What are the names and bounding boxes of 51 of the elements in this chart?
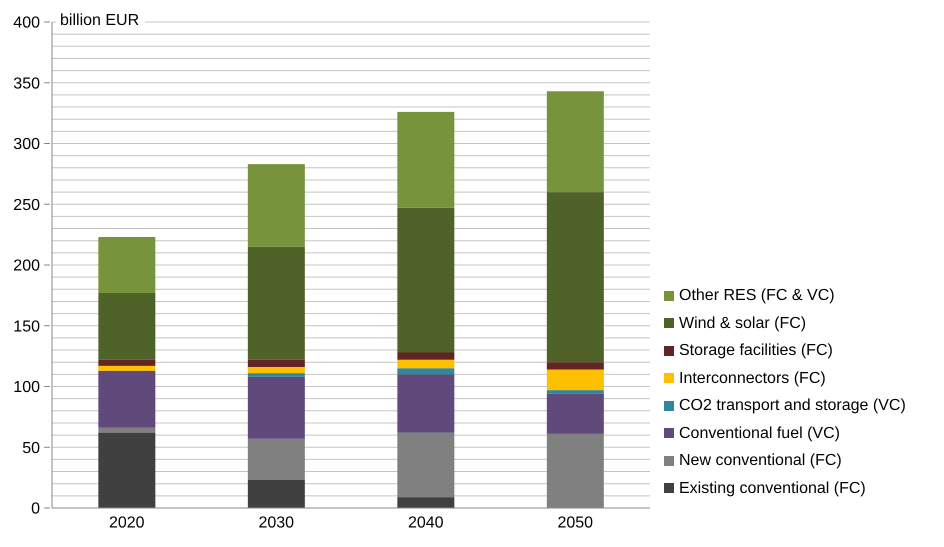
legend-label: Conventional fuel (VC)	[679, 424, 840, 444]
bar	[248, 438, 305, 480]
bar	[98, 360, 156, 366]
bar	[248, 373, 305, 377]
y-tick-label: 350	[13, 75, 40, 92]
x-tick-label: 2040	[408, 514, 444, 532]
bar	[98, 370, 156, 428]
y-tick-label: 400	[13, 14, 40, 32]
x-tick-label: 2020	[108, 514, 145, 532]
y-tick-label: 250	[13, 196, 40, 214]
bar	[397, 352, 454, 360]
bar	[546, 390, 604, 394]
bar	[248, 360, 305, 368]
bar	[248, 367, 305, 374]
legend-label: New conventional (FC)	[679, 451, 842, 471]
bar	[98, 237, 156, 293]
bar	[98, 292, 156, 360]
y-tick-label: 100	[13, 379, 40, 396]
bar	[546, 369, 604, 390]
legend-label: CO2 transport and storage (VC)	[679, 396, 906, 416]
bar	[397, 368, 454, 374]
x-tick-label: 2030	[258, 514, 294, 532]
legend-label: Interconnectors (FC)	[679, 368, 826, 388]
x-tick-label: 2050	[557, 514, 594, 532]
legend-label: Existing conventional (FC)	[679, 478, 866, 498]
bar	[546, 91, 604, 192]
bar	[248, 246, 305, 360]
legend-label: Other RES (FC & VC)	[679, 286, 835, 306]
bar	[397, 432, 454, 498]
y-tick-label: 150	[13, 318, 40, 336]
legend-label: Storage facilities (FC)	[679, 341, 833, 361]
bar	[546, 394, 604, 434]
bar	[397, 497, 454, 508]
bar	[248, 164, 305, 247]
y-tick-label: 0	[31, 500, 40, 518]
legend-label: Wind & solar (FC)	[679, 314, 806, 334]
bar	[397, 112, 454, 208]
y-tick-label: 200	[13, 258, 40, 275]
bar	[546, 192, 604, 362]
bar	[98, 366, 156, 371]
bar	[98, 432, 156, 508]
bar	[397, 374, 454, 433]
y-tick-label: 300	[13, 136, 40, 154]
bar	[248, 376, 305, 439]
bar	[546, 362, 604, 370]
y-axis-title: billion EUR	[56, 11, 146, 31]
y-tick-label: 50	[22, 440, 40, 457]
bar	[248, 480, 305, 508]
bar	[397, 208, 454, 352]
bar	[98, 428, 156, 433]
bar	[397, 360, 454, 368]
